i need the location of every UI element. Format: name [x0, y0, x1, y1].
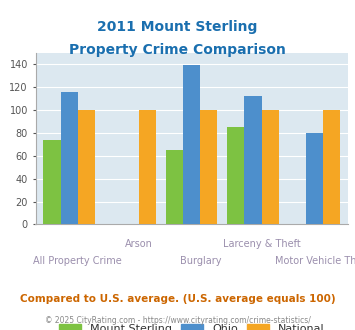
Legend: Mount Sterling, Ohio, National: Mount Sterling, Ohio, National	[55, 319, 329, 330]
Bar	[244, 96, 262, 224]
Bar	[200, 110, 217, 224]
Text: Motor Vehicle Theft: Motor Vehicle Theft	[275, 256, 355, 266]
Text: 2011 Mount Sterling: 2011 Mount Sterling	[97, 20, 258, 34]
Bar	[78, 110, 95, 224]
Text: Compared to U.S. average. (U.S. average equals 100): Compared to U.S. average. (U.S. average …	[20, 294, 335, 304]
Bar	[166, 150, 183, 224]
Text: Burglary: Burglary	[180, 256, 221, 266]
Bar	[306, 133, 323, 224]
Text: © 2025 CityRating.com - https://www.cityrating.com/crime-statistics/: © 2025 CityRating.com - https://www.city…	[45, 315, 310, 325]
Bar	[183, 65, 200, 224]
Bar	[262, 110, 279, 224]
Text: Larceny & Theft: Larceny & Theft	[223, 239, 300, 249]
Bar	[323, 110, 340, 224]
Bar	[43, 140, 61, 224]
Bar	[61, 92, 78, 224]
Text: All Property Crime: All Property Crime	[33, 256, 122, 266]
Text: Arson: Arson	[125, 239, 153, 249]
Text: Property Crime Comparison: Property Crime Comparison	[69, 43, 286, 57]
Bar	[227, 127, 244, 224]
Bar	[139, 110, 156, 224]
